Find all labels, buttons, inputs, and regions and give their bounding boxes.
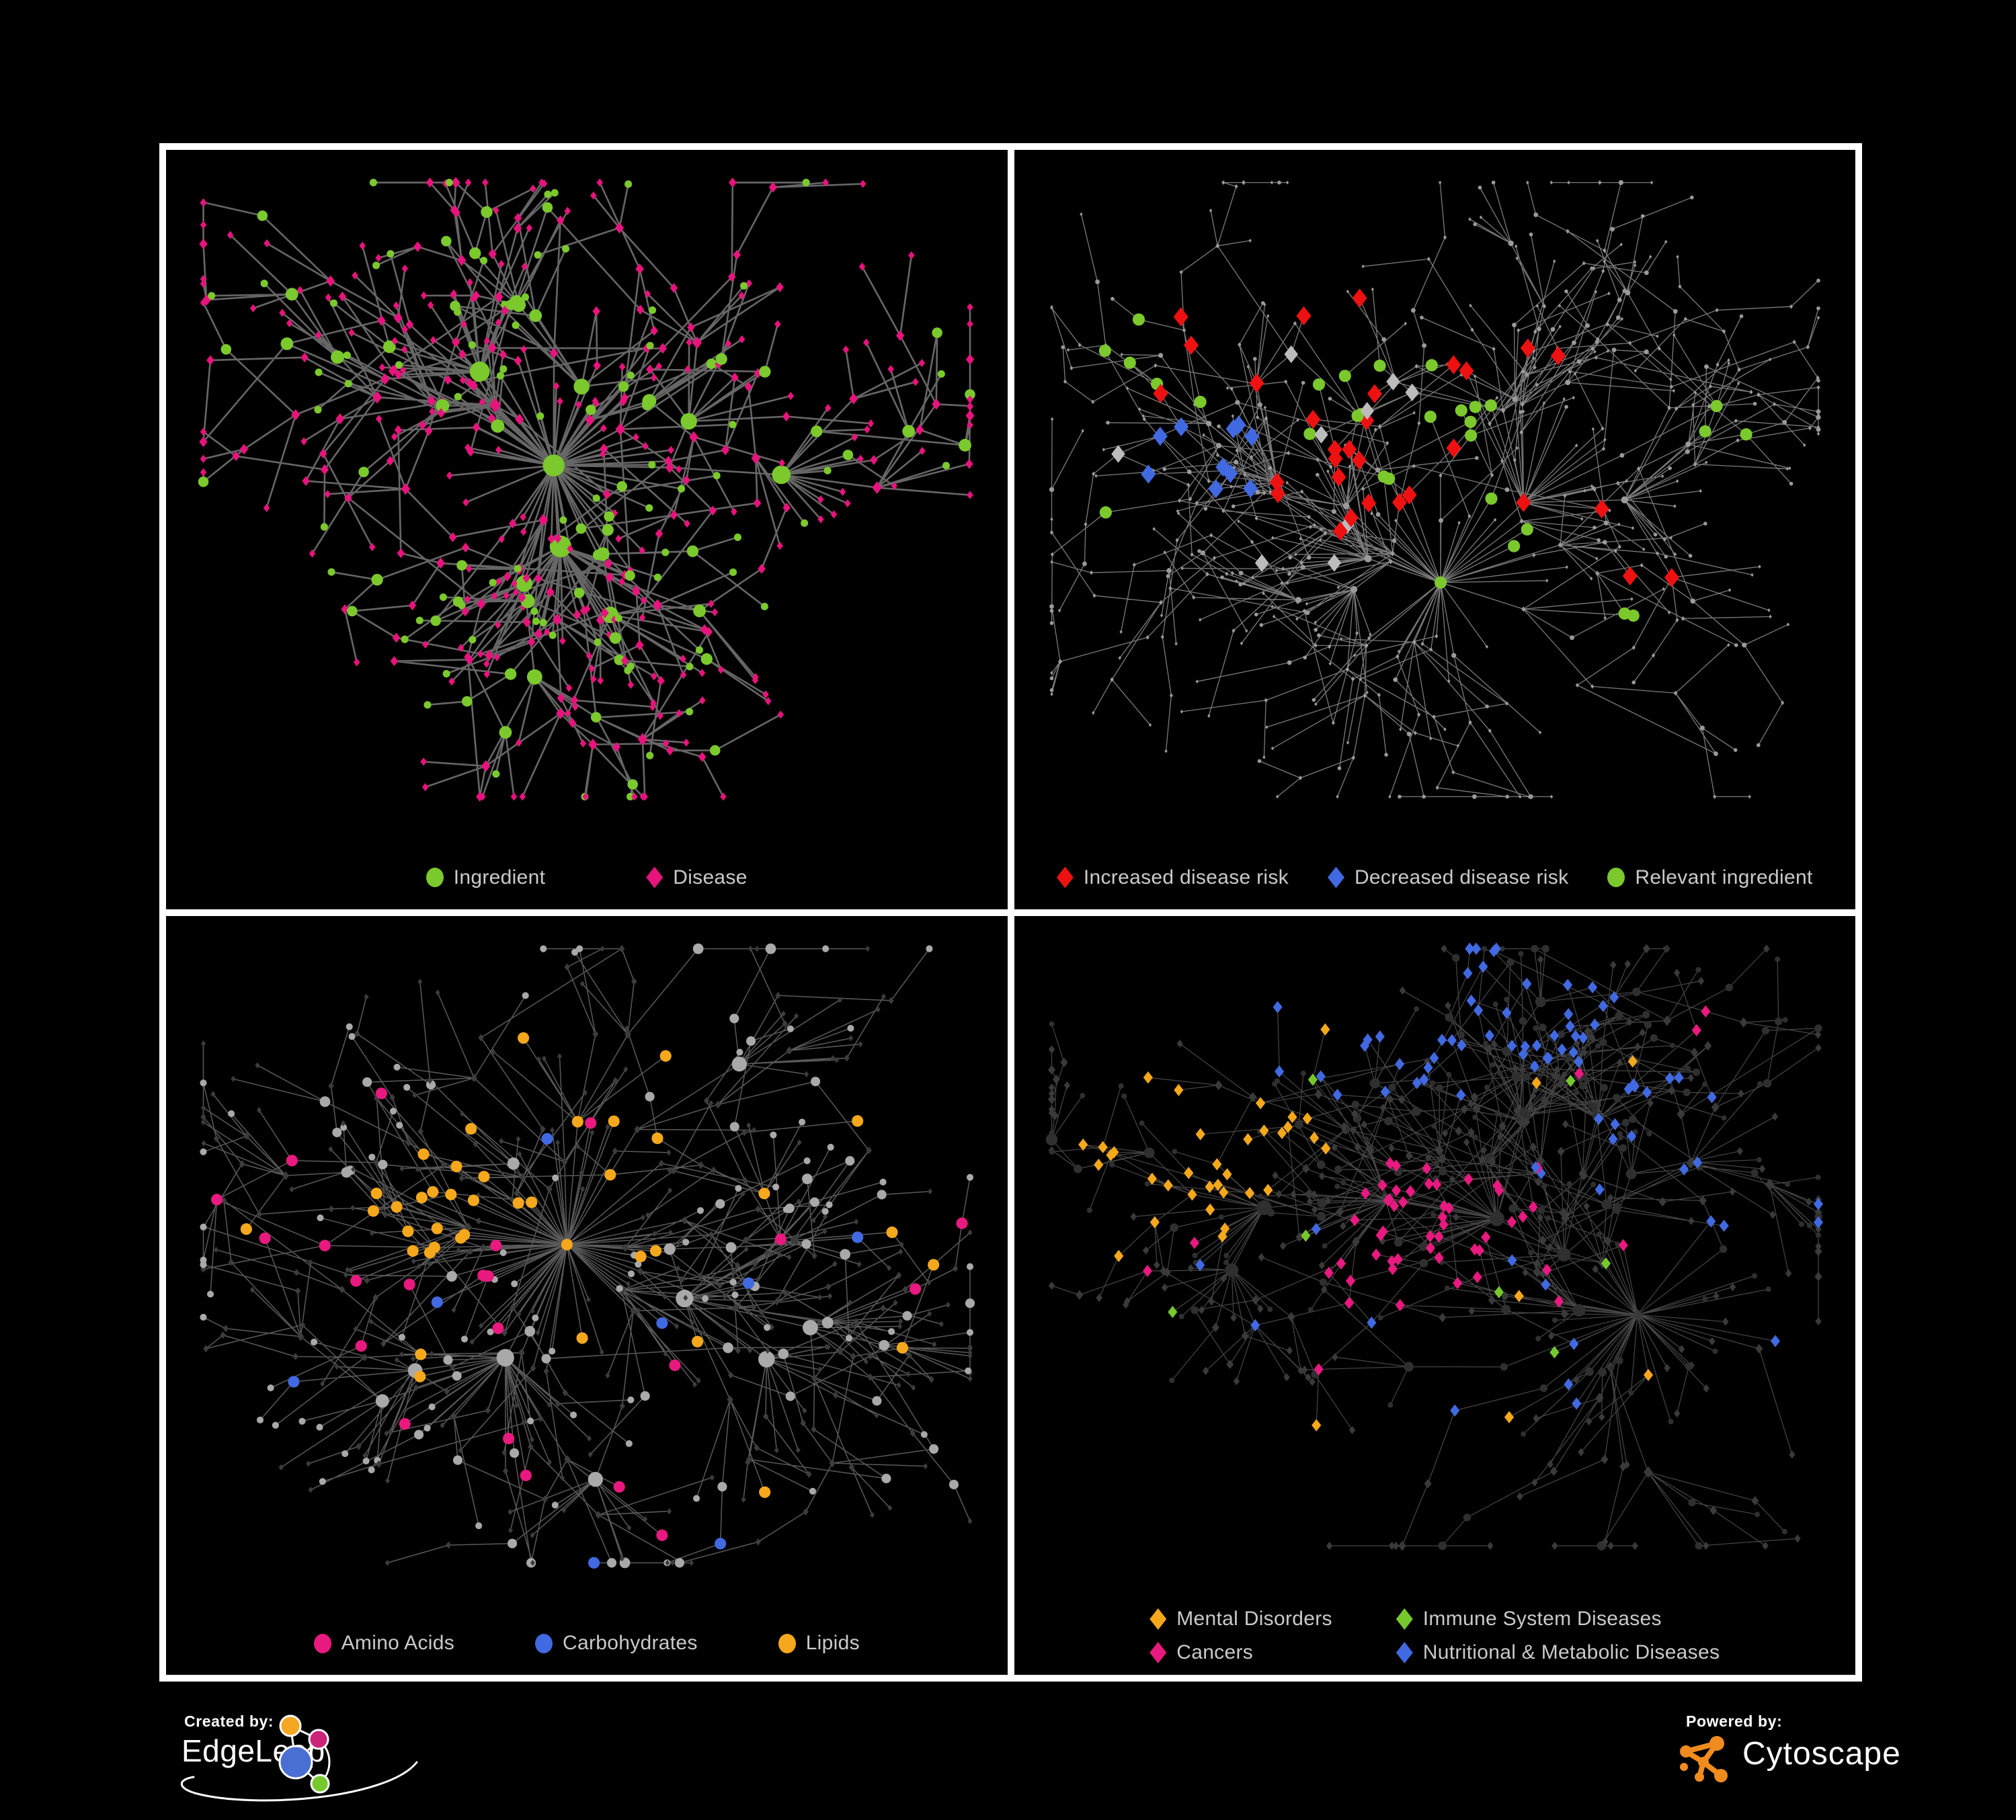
- created-by-label: Created by:: [184, 1712, 274, 1730]
- legend-item-mental-disorders: Mental Disorders: [1150, 1608, 1332, 1630]
- legend-label: Relevant ingredient: [1635, 866, 1813, 888]
- panel-ingredient-disease-network: Ingredient Disease: [163, 147, 1011, 913]
- legend-item-ingredient: Ingredient: [426, 866, 545, 889]
- legend-label: Lipids: [805, 1632, 860, 1654]
- decreased-disease-risk-diamond-marker-icon: [1327, 866, 1344, 888]
- legend-label: Amino Acids: [341, 1632, 454, 1654]
- legend-label: Ingredient: [453, 866, 546, 888]
- edges-layer: [1051, 181, 1819, 798]
- mental-disorders-diamond-marker-icon: [1150, 1608, 1167, 1630]
- nodes-layer: [1049, 179, 1821, 800]
- network-canvas-nutrient-class: [200, 943, 975, 1569]
- legend-disease-risk: Increased disease risk Decreased disease …: [1014, 866, 1856, 889]
- legend-label: Nutritional & Metabolic Diseases: [1422, 1641, 1720, 1663]
- legend-item-disease: Disease: [646, 866, 747, 889]
- cancers-diamond-marker-icon: [1150, 1642, 1167, 1663]
- legend-label: Mental Disorders: [1176, 1608, 1332, 1630]
- powered-by-block: Powered by: Cytoscape: [1678, 1711, 1974, 1805]
- legend-item-immune-system-diseases: Immune System Diseases: [1396, 1608, 1720, 1630]
- nodes-layer: [200, 943, 975, 1568]
- nutritional-metabolic-diseases-diamond-marker-icon: [1396, 1642, 1413, 1663]
- legend-label: Immune System Diseases: [1422, 1608, 1662, 1630]
- panel-disease-class-network: Mental Disorders Immune System Diseases Ca…: [1010, 912, 1859, 1678]
- nodes-layer: [1045, 944, 1822, 1551]
- panel-disease-risk-network: Increased disease risk Decreased disease …: [1010, 147, 1859, 913]
- amino-acids-circle-marker-icon: [313, 1633, 331, 1653]
- edgeleap-swoosh-icon: [180, 1761, 418, 1802]
- panel-nutrient-class-network: Amino Acids Carbohydrates Lipids: [163, 912, 1011, 1678]
- created-by-block: Created by: EdgeLeap: [176, 1711, 445, 1819]
- legend-label: Increased disease risk: [1083, 866, 1289, 888]
- immune-system-diseases-diamond-marker-icon: [1396, 1608, 1413, 1630]
- legend-nutrient-class: Amino Acids Carbohydrates Lipids: [166, 1632, 1008, 1655]
- edges-layer: [202, 948, 971, 1563]
- legend-item-lipids: Lipids: [778, 1632, 860, 1655]
- legend-label: Carbohydrates: [563, 1632, 698, 1654]
- network-canvas-ingredient-disease: [198, 177, 975, 802]
- legend-item-decreased-disease-risk: Decreased disease risk: [1327, 866, 1569, 889]
- edges-layer: [1051, 948, 1819, 1546]
- powered-by-label: Powered by:: [1686, 1712, 1783, 1730]
- edgeleap-logo-icon: [278, 1714, 331, 1794]
- relevant-ingredient-circle-marker-icon: [1607, 868, 1625, 887]
- highlight-nodes-layer: [1098, 288, 1752, 622]
- network-canvas-disease-class: [1045, 942, 1823, 1551]
- cytoscape-wordmark: Cytoscape: [1742, 1736, 1901, 1772]
- legend-item-amino-acids: Amino Acids: [313, 1632, 454, 1655]
- carbohydrates-circle-marker-icon: [535, 1633, 553, 1653]
- legend-item-cancers: Cancers: [1150, 1641, 1332, 1664]
- cytoscape-logo-icon: [1680, 1736, 1728, 1782]
- legend-label: Decreased disease risk: [1354, 866, 1569, 888]
- legend-disease-class: Mental Disorders Immune System Diseases Ca…: [1014, 1608, 1856, 1664]
- lipids-circle-marker-icon: [778, 1633, 796, 1653]
- legend-item-nutritional-metabolic-diseases: Nutritional & Metabolic Diseases: [1396, 1641, 1720, 1664]
- edges-layer: [202, 181, 971, 798]
- legend-label: Disease: [673, 866, 748, 888]
- disease-diamond-marker-icon: [646, 866, 663, 888]
- network-canvas-disease-risk: [1049, 179, 1821, 800]
- legend-label: Cancers: [1176, 1641, 1254, 1663]
- legend-ingredient-disease: Ingredient Disease: [166, 866, 1008, 889]
- legend-item-increased-disease-risk: Increased disease risk: [1056, 866, 1289, 889]
- highlight-nodes-layer: [211, 1032, 968, 1569]
- increased-disease-risk-diamond-marker-icon: [1056, 866, 1074, 888]
- figure-grid: Ingredient Disease Increased disease risk…: [159, 143, 1862, 1682]
- ingredient-circle-marker-icon: [426, 868, 444, 887]
- legend-item-relevant-ingredient: Relevant ingredient: [1607, 866, 1812, 889]
- legend-item-carbohydrates: Carbohydrates: [535, 1632, 698, 1655]
